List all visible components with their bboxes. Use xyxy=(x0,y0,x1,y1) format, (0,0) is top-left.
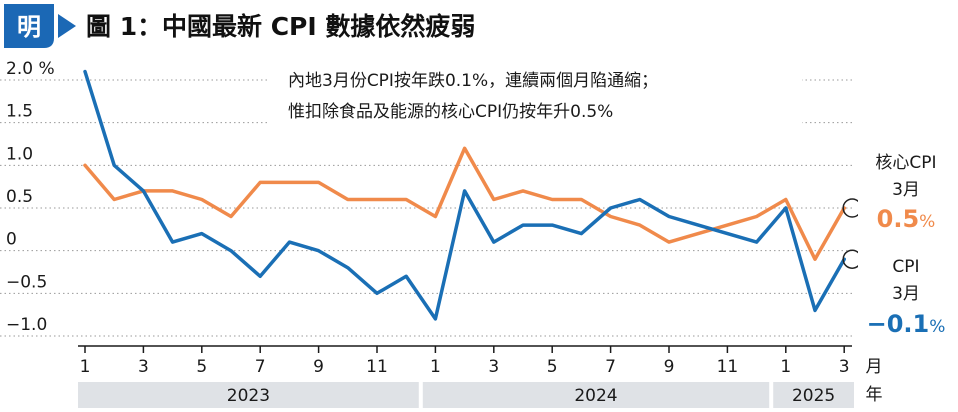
cpi-callout-month: 3月 xyxy=(892,284,920,304)
x-tick-label: 1 xyxy=(430,357,441,377)
y-tick-label: 1.5 xyxy=(6,102,33,122)
arrow-icon xyxy=(58,14,76,38)
cpi-series-line xyxy=(83,69,846,321)
x-tick-label: 7 xyxy=(605,357,616,377)
y-axis-ticks: 2.0 % 1.5 1.0 0.5 0 −0.5 −1.0 xyxy=(6,59,55,335)
month-unit-label: 月 xyxy=(866,357,883,377)
cpi-series-label: CPI xyxy=(892,257,919,277)
year-unit-label: 年 xyxy=(866,385,883,405)
cpi-callout-value: −0.1% xyxy=(867,310,946,338)
callout-core-cpi: 核心CPI 3月 0.5% xyxy=(842,142,954,238)
annotation-box xyxy=(270,62,802,130)
x-tick-label: 3 xyxy=(488,357,499,377)
y-tick-label: 2.0 % xyxy=(6,59,55,79)
x-tick-label: 11 xyxy=(366,357,388,377)
year-label: 2023 xyxy=(227,386,270,406)
core-cpi-unit: % xyxy=(919,212,935,232)
x-tick-label: 5 xyxy=(547,357,558,377)
x-tick-label: 3 xyxy=(138,357,149,377)
year-band xyxy=(773,382,854,408)
x-tick-label: 5 xyxy=(196,357,207,377)
cpi-value: −0.1 xyxy=(867,310,930,338)
y-tick-label: 0.5 xyxy=(6,187,33,207)
x-axis-ticks: 1 3 5 7 9 11 1 3 5 7 9 11 1 3 xyxy=(80,346,850,377)
x-tick-label: 7 xyxy=(255,357,266,377)
logo-badge-icon xyxy=(4,4,54,48)
y-tick-label: −0.5 xyxy=(6,272,47,292)
x-tick-label: 1 xyxy=(80,357,91,377)
year-label: 2025 xyxy=(792,386,835,406)
year-band xyxy=(422,382,770,408)
annotation-line-1: 內地3月份CPI按年跌0.1%，連續兩個月陷通縮； xyxy=(288,71,658,91)
core-cpi-callout-value: 0.5% xyxy=(877,205,936,233)
year-bands: 2023 2024 2025 xyxy=(78,382,854,408)
figure-label: 圖 1： xyxy=(86,12,162,41)
core-cpi-series-line xyxy=(83,146,846,261)
cpi-unit: % xyxy=(929,317,945,337)
x-tick-label: 1 xyxy=(780,357,791,377)
chart-title: 中國最新 CPI 數據依然疲弱 xyxy=(162,12,475,41)
year-label: 2024 xyxy=(574,386,617,406)
y-tick-label: 1.0 xyxy=(6,144,33,164)
x-tick-label: 11 xyxy=(717,357,739,377)
header: 明 圖 1： 中國最新 CPI 數據依然疲弱 xyxy=(4,4,475,48)
x-tick-label: 9 xyxy=(313,357,324,377)
callout-cpi: CPI 3月 −0.1% xyxy=(842,249,954,342)
series-lines xyxy=(83,69,846,321)
annotation-line-2: 惟扣除食品及能源的核心CPI仍按年升0.5% xyxy=(288,102,613,122)
annotation: 內地3月份CPI按年跌0.1%，連續兩個月陷通縮； 惟扣除食品及能源的核心CPI… xyxy=(270,62,802,130)
core-cpi-callout-box xyxy=(858,142,954,238)
y-tick-label: −1.0 xyxy=(6,315,47,335)
y-tick-label: 0 xyxy=(6,230,17,250)
core-cpi-callout-month: 3月 xyxy=(892,180,920,200)
core-cpi-series-label: 核心CPI xyxy=(875,153,936,173)
core-cpi-value: 0.5 xyxy=(877,205,920,233)
x-tick-label: 9 xyxy=(664,357,675,377)
cpi-callout-box xyxy=(858,250,954,342)
x-tick-label: 3 xyxy=(839,357,850,377)
year-band xyxy=(78,382,419,408)
logo-char: 明 xyxy=(17,12,41,41)
